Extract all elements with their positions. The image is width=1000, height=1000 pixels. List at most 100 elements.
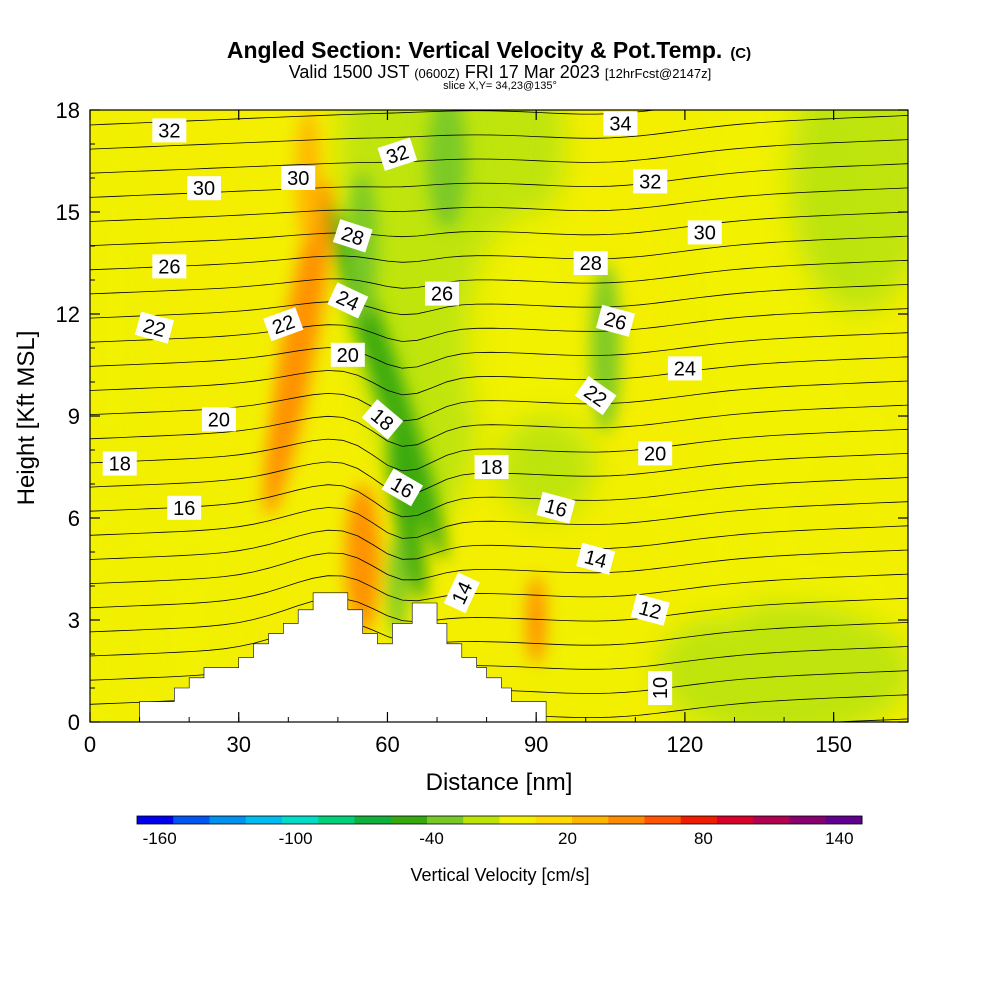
colorbar-tick-label: 20 xyxy=(558,829,577,848)
colorbar-swatch xyxy=(789,816,827,824)
colorbar-swatch xyxy=(753,816,790,824)
theta-contour xyxy=(90,525,908,560)
colorbar-tick-label: -160 xyxy=(143,829,177,848)
contour-label-text: 16 xyxy=(173,498,195,520)
contour-label: 28 xyxy=(332,219,373,253)
contour-label: 18 xyxy=(474,455,509,479)
contour-label-text: 20 xyxy=(644,443,666,465)
contour-label-box xyxy=(648,671,673,705)
x-tick-label: 0 xyxy=(84,732,96,757)
contour-label-box xyxy=(633,169,668,194)
theta-contour xyxy=(90,356,908,396)
contour-label-text: 28 xyxy=(580,253,602,275)
theta-contour xyxy=(90,211,908,247)
theta-contour xyxy=(90,110,659,126)
contour-label: 32 xyxy=(152,118,187,143)
colorbar-swatch xyxy=(499,816,537,824)
contour-label: 26 xyxy=(424,281,459,306)
slice-note: slice X,Y= 34,23@135° xyxy=(443,80,557,92)
contour-label-box xyxy=(377,137,418,171)
colorbar-swatch xyxy=(608,816,645,824)
theta-contour xyxy=(90,597,908,633)
colorbar-tick-label: 140 xyxy=(825,829,853,848)
contour-label: 30 xyxy=(187,176,222,201)
y-tick-label: 6 xyxy=(68,506,80,531)
x-axis: 0 30 60 90 120 150 xyxy=(84,110,884,757)
contour-label-text: 10 xyxy=(650,677,672,699)
contour-label: 28 xyxy=(573,251,608,275)
velocity-region xyxy=(264,180,333,516)
contour-label: 14 xyxy=(576,542,616,575)
velocity-region xyxy=(526,603,646,705)
contour-label-text: 30 xyxy=(694,222,716,244)
contour-label: 16 xyxy=(167,495,202,520)
colorbar-swatch xyxy=(463,816,500,824)
colorbar-tick-label: -40 xyxy=(419,829,444,848)
velocity-region xyxy=(496,416,596,518)
contour-label-box xyxy=(152,254,187,279)
theta-contour xyxy=(90,549,908,584)
velocity-region xyxy=(387,535,408,637)
y-tick-label: 9 xyxy=(68,404,80,429)
colorbar-swatch xyxy=(572,816,609,824)
theta-contour xyxy=(90,573,908,609)
contour-label-box xyxy=(595,304,636,337)
theta-contour xyxy=(90,404,908,447)
theta-contour xyxy=(90,332,908,369)
velocity-region xyxy=(789,110,908,314)
contour-label-text: 30 xyxy=(193,178,215,200)
contour-label-box xyxy=(638,441,673,466)
velocity-region xyxy=(109,501,289,583)
theta-contour xyxy=(90,163,908,198)
velocity-region xyxy=(610,460,710,542)
contour-label-box xyxy=(630,593,670,626)
theta-contour xyxy=(90,259,908,295)
contour-label-text: 26 xyxy=(431,284,453,306)
x-tick-label: 30 xyxy=(226,732,250,757)
x-axis-label: Distance [nm] xyxy=(426,769,573,796)
theta-contour xyxy=(90,308,908,343)
x-tick-label: 60 xyxy=(375,732,399,757)
y-tick-label: 3 xyxy=(68,608,80,633)
theta-contour xyxy=(90,187,908,222)
contour-label-box xyxy=(576,542,616,575)
colorbar-label: Vertical Velocity [cm/s] xyxy=(410,865,589,885)
contour-label: 20 xyxy=(638,441,673,466)
contour-label: 32 xyxy=(633,169,668,194)
velocity-region xyxy=(90,569,130,722)
colorbar-swatch xyxy=(390,816,428,824)
colorbar-frame xyxy=(136,815,863,825)
contour-label-box xyxy=(574,376,617,416)
y-tick-label: 0 xyxy=(68,710,80,735)
x-tick-label: 120 xyxy=(667,732,704,757)
theta-contour xyxy=(90,501,908,539)
contour-label-box xyxy=(327,282,369,319)
contour-label-box xyxy=(424,281,459,306)
contour-label: 24 xyxy=(667,356,702,381)
colorbar-swatch xyxy=(354,816,392,824)
colorbar-swatch xyxy=(282,816,319,824)
potential-temperature-contours xyxy=(90,110,908,722)
contour-label-box xyxy=(687,220,722,245)
contour-label-box xyxy=(667,356,702,381)
contour-label-box xyxy=(573,251,608,275)
colorbar-swatch xyxy=(173,816,210,824)
contour-label-text: 18 xyxy=(109,454,131,476)
contour-label-box xyxy=(332,219,373,253)
colorbar-swatch xyxy=(680,816,718,824)
contour-label: 18 xyxy=(102,451,137,476)
contour-label-box xyxy=(474,455,509,479)
contour-label-box xyxy=(167,495,202,520)
contour-label-box xyxy=(536,491,576,524)
chart-title: Angled Section: Vertical Velocity & Pot.… xyxy=(227,37,751,63)
contour-label: 30 xyxy=(281,166,316,190)
contour-label-box xyxy=(187,176,222,201)
x-tick-label: 90 xyxy=(524,732,548,757)
contour-label-box xyxy=(330,342,365,367)
y-tick-label: 18 xyxy=(56,98,80,123)
colorbar-tick-label: -100 xyxy=(279,829,313,848)
theta-contour xyxy=(90,115,908,150)
velocity-region xyxy=(427,110,467,229)
